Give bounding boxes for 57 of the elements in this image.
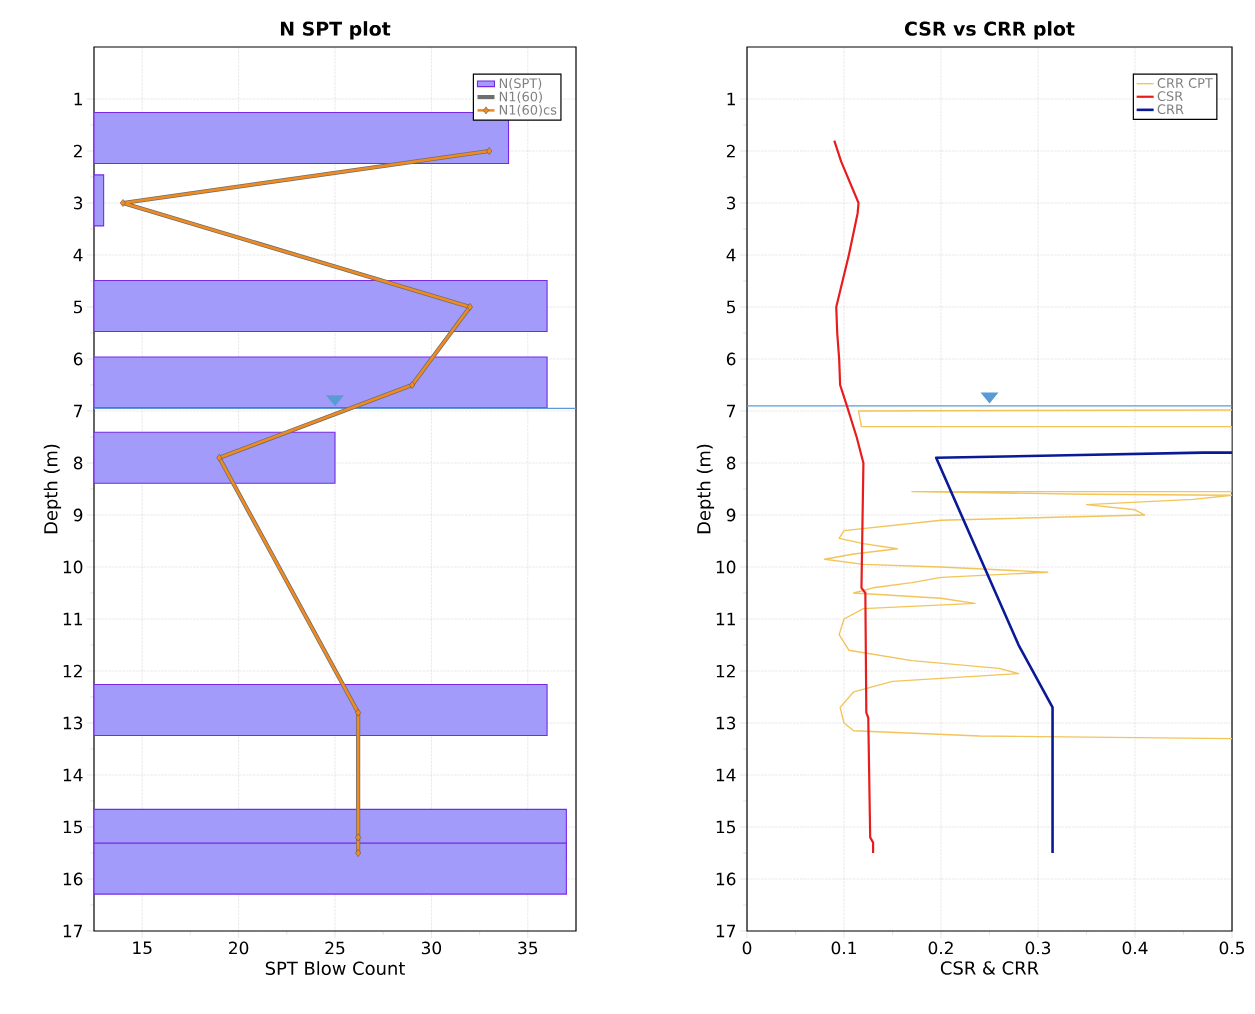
y-tick-label: 1 bbox=[727, 92, 735, 106]
y-tick-label: 3 bbox=[727, 196, 736, 210]
y-tick-label: 17 bbox=[716, 924, 736, 938]
y-tick-label: 4 bbox=[73, 248, 83, 262]
y-tick-label: 7 bbox=[74, 404, 83, 418]
y-axis-title: Depth (m) bbox=[696, 444, 715, 534]
y-tick-label: 16 bbox=[63, 872, 83, 886]
legend-label: CRR bbox=[1157, 104, 1184, 115]
y-tick-label: 13 bbox=[63, 716, 83, 730]
x-tick-label: 0.4 bbox=[1122, 941, 1148, 955]
y-tick-label: 8 bbox=[726, 456, 736, 470]
y-tick-label: 2 bbox=[726, 144, 735, 158]
legend-label: N(SPT) bbox=[499, 78, 542, 90]
y-tick-label: 6 bbox=[73, 352, 83, 366]
y-axis-title: Depth (m) bbox=[43, 444, 62, 534]
y-tick-label: 15 bbox=[63, 820, 82, 834]
y-tick-label: 17 bbox=[63, 924, 83, 938]
y-tick-label: 14 bbox=[63, 768, 83, 782]
y-tick-label: 9 bbox=[73, 508, 83, 522]
y-tick-label: 13 bbox=[716, 716, 736, 730]
x-tick-label: 15 bbox=[133, 941, 152, 955]
y-tick-label: 5 bbox=[74, 300, 82, 314]
y-tick-label: 2 bbox=[73, 144, 82, 158]
legend-label: N1(60)cs bbox=[499, 104, 557, 117]
y-tick-label: 9 bbox=[726, 508, 736, 522]
legend-label: CSR bbox=[1157, 91, 1183, 101]
y-tick-label: 3 bbox=[74, 196, 83, 210]
x-tick-label: 0.3 bbox=[1025, 941, 1051, 955]
y-tick-label: 12 bbox=[63, 664, 82, 678]
x-tick-label: 35 bbox=[518, 941, 538, 955]
x-tick-label: 0.1 bbox=[831, 941, 856, 955]
x-tick-label: 0 bbox=[742, 941, 752, 955]
y-tick-label: 5 bbox=[727, 300, 736, 314]
y-tick-label: 7 bbox=[727, 404, 736, 418]
x-tick-label: 20 bbox=[229, 941, 249, 955]
x-tick-label: 0.5 bbox=[1219, 941, 1244, 955]
y-tick-label: 6 bbox=[726, 352, 736, 366]
legend-label: CRR CPT bbox=[1157, 78, 1213, 88]
y-tick-label: 8 bbox=[73, 456, 83, 470]
y-tick-label: 14 bbox=[716, 768, 736, 782]
y-tick-label: 16 bbox=[716, 872, 736, 886]
x-axis-title: CSR & CRR bbox=[940, 961, 1039, 975]
y-tick-label: 11 bbox=[716, 612, 735, 626]
y-tick-label: 10 bbox=[716, 560, 736, 574]
x-tick-label: 30 bbox=[421, 941, 442, 955]
y-tick-label: 11 bbox=[63, 612, 82, 626]
legend-label: N1(60) bbox=[499, 91, 542, 103]
y-tick-label: 10 bbox=[63, 560, 83, 574]
y-tick-label: 15 bbox=[716, 820, 736, 834]
x-axis-title: SPT Blow Count bbox=[265, 961, 405, 976]
x-tick-label: 25 bbox=[325, 941, 345, 955]
y-tick-label: 1 bbox=[74, 92, 82, 106]
y-tick-label: 4 bbox=[726, 248, 736, 262]
x-tick-label: 0.2 bbox=[928, 941, 953, 955]
y-tick-label: 12 bbox=[716, 664, 735, 678]
chart-title: CSR vs CRR plot bbox=[904, 21, 1075, 40]
chart-title: N SPT plot bbox=[280, 21, 391, 40]
